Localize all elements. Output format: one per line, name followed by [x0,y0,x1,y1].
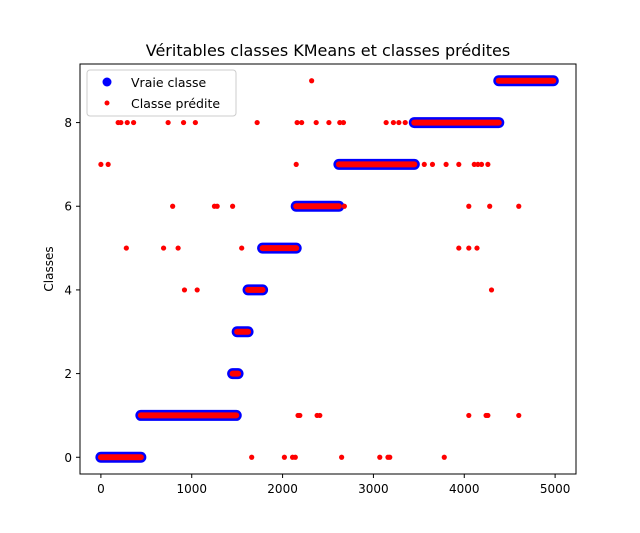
predicted-point [317,412,323,419]
predicted-point [516,203,522,209]
legend-marker-predicted-class [104,100,110,106]
predicted-point [337,119,343,126]
legend-box [86,69,237,117]
plot-area [95,75,559,463]
predicted-point [239,245,245,251]
legend-label-true-class: Vraie classe [131,75,207,90]
predicted-point [485,161,491,168]
predicted-point [383,119,389,126]
predicted-point [309,78,315,84]
y-axis-label: Classes [42,246,56,291]
predicted-point [466,245,472,251]
predicted-point [165,119,171,126]
y-tick-label: 8 [64,116,72,130]
predicted-point [170,203,176,209]
predicted-point [192,119,198,126]
predicted-point [421,161,427,168]
predicted-point [377,454,383,460]
predicted-point [474,245,480,251]
predicted-point [443,161,449,168]
predicted-point [516,412,522,419]
predicted-point [180,119,187,126]
x-tick-label: 3000 [358,482,389,496]
plot-frame [79,63,577,475]
predicted-point [475,161,481,168]
predicted-point [396,119,402,126]
predicted-point [230,203,236,209]
predicted-point [487,203,493,209]
predicted-point [181,287,188,293]
predicted-point [326,119,332,126]
predicted-point [488,287,495,293]
predicted-point [340,119,347,126]
predicted-point [485,412,491,419]
x-tick-label: 1000 [176,482,207,496]
predicted-point [123,245,129,251]
predicted-point [441,454,447,460]
predicted-point [294,119,300,126]
predicted-point [130,119,137,126]
predicted-point [214,203,220,209]
predicted-point [299,119,305,126]
predicted-point [471,161,477,168]
predicted-point [160,245,167,251]
legend-marker-true-class [102,77,112,87]
y-tick-label: 6 [64,200,72,214]
legend: Vraie classe Classe prédite [86,69,237,117]
x-axis: 0 1000 2000 3000 4000 5000 [97,474,570,496]
x-tick-label: 4000 [449,482,480,496]
predicted-point [402,119,408,126]
legend-label-predicted-class: Classe prédite [131,96,220,111]
predicted-point [313,119,319,126]
predicted-point [175,245,181,251]
predicted-point [292,454,298,460]
predicted-point [456,245,462,251]
predicted-point [194,287,200,293]
predicted-point [297,412,303,419]
x-tick-label: 2000 [267,482,298,496]
predicted-point [293,161,299,168]
predicted-point [478,161,485,168]
predicted-point [98,161,104,168]
predicted-point [341,203,347,209]
predicted-point [466,412,472,419]
x-tick-label: 5000 [540,482,571,496]
predicted-point [254,119,260,126]
predicted-point [456,161,462,168]
predicted-point [429,161,436,168]
predicted-point [118,119,124,126]
chart-title: Véritables classes KMeans et classes pré… [146,41,510,60]
predicted-point [466,203,472,209]
predicted-point [105,161,111,168]
predicted-point [387,454,393,460]
predicted-point [390,119,397,126]
predicted-point [249,454,255,460]
y-tick-label: 0 [64,451,72,465]
y-tick-label: 2 [64,367,72,381]
predicted-point [339,454,345,460]
x-tick-label: 0 [97,482,105,496]
predicted-point [124,119,130,126]
predicted-point [281,454,287,460]
y-tick-label: 4 [64,283,72,297]
y-axis: 0 2 4 6 8 [64,116,80,465]
